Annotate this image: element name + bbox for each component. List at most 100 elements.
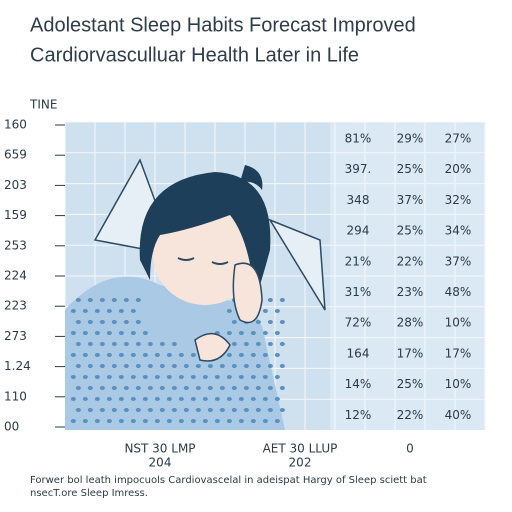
dot xyxy=(243,364,249,368)
dot xyxy=(111,298,117,302)
dot xyxy=(147,342,153,346)
dot xyxy=(171,408,177,412)
dot xyxy=(214,397,220,401)
dot xyxy=(118,375,124,379)
dot xyxy=(279,386,285,390)
dot xyxy=(231,386,237,390)
axis-label: 00 xyxy=(4,420,19,434)
dot xyxy=(195,408,201,412)
dot xyxy=(279,320,285,324)
dot xyxy=(231,320,237,324)
dot xyxy=(123,386,129,390)
title-line: Cardiorvasculluar Health Later in Life xyxy=(30,44,359,66)
table-cell: 25% xyxy=(397,377,424,391)
dot xyxy=(106,353,112,357)
dot xyxy=(226,419,232,423)
dot xyxy=(135,364,141,368)
dot xyxy=(130,375,136,379)
dot xyxy=(75,364,81,368)
dot xyxy=(226,397,232,401)
dot xyxy=(207,364,213,368)
dot xyxy=(226,375,232,379)
dot xyxy=(255,408,261,412)
dot xyxy=(243,342,249,346)
dot xyxy=(82,397,88,401)
table-cell: 25% xyxy=(397,162,424,176)
dot xyxy=(166,375,172,379)
dot xyxy=(147,386,153,390)
dot xyxy=(226,353,232,357)
table-cell: 22% xyxy=(397,408,424,422)
dot xyxy=(231,408,237,412)
dot xyxy=(207,408,213,412)
dot xyxy=(99,364,105,368)
dot xyxy=(267,364,273,368)
dot xyxy=(75,320,81,324)
axis-label: 273 xyxy=(4,329,27,343)
table-cell: 22% xyxy=(397,254,424,268)
footer-label: 0 xyxy=(406,442,414,456)
axis-label: 659 xyxy=(4,148,27,162)
dot xyxy=(243,408,249,412)
dot xyxy=(106,309,112,313)
dot xyxy=(142,419,148,423)
dot xyxy=(274,309,280,313)
dot xyxy=(279,298,285,302)
table-cell: 31% xyxy=(345,285,372,299)
dot xyxy=(70,375,76,379)
dot xyxy=(243,386,249,390)
dot xyxy=(118,353,124,357)
dot xyxy=(130,331,136,335)
dot xyxy=(214,375,220,379)
dot xyxy=(159,408,165,412)
axis-label: 223 xyxy=(4,299,27,313)
dot xyxy=(99,320,105,324)
dot xyxy=(171,364,177,368)
dot xyxy=(171,342,177,346)
dot xyxy=(190,375,196,379)
dot xyxy=(214,419,220,423)
dot xyxy=(255,364,261,368)
dot xyxy=(226,309,232,313)
dot xyxy=(250,419,256,423)
axis-label: 159 xyxy=(4,208,27,222)
dot xyxy=(111,386,117,390)
table-cell: 14% xyxy=(345,377,372,391)
axis-label: 203 xyxy=(4,178,27,192)
dot xyxy=(75,386,81,390)
footer-label: NST 30 LMP xyxy=(124,442,195,456)
dot xyxy=(219,408,225,412)
footer-label: 204 xyxy=(149,456,172,470)
dot xyxy=(267,386,273,390)
dot xyxy=(118,331,124,335)
dot xyxy=(255,386,261,390)
dot xyxy=(202,375,208,379)
dot xyxy=(207,386,213,390)
dot xyxy=(238,331,244,335)
dot xyxy=(87,364,93,368)
dot xyxy=(279,408,285,412)
dot xyxy=(118,397,124,401)
dot xyxy=(135,342,141,346)
illustration xyxy=(64,121,486,430)
dot xyxy=(70,309,76,313)
dot xyxy=(130,397,136,401)
dot xyxy=(94,353,100,357)
dot xyxy=(262,397,268,401)
dot xyxy=(142,353,148,357)
dot xyxy=(82,353,88,357)
dot xyxy=(135,298,141,302)
dot xyxy=(219,386,225,390)
table-cell: 20% xyxy=(445,162,472,176)
dot xyxy=(106,375,112,379)
dot xyxy=(75,408,81,412)
footer-label: 202 xyxy=(289,456,312,470)
dot xyxy=(99,342,105,346)
dot xyxy=(106,331,112,335)
dot xyxy=(118,419,124,423)
dot xyxy=(135,320,141,324)
dot xyxy=(226,331,232,335)
dot xyxy=(147,364,153,368)
dot xyxy=(111,408,117,412)
dot xyxy=(183,386,189,390)
